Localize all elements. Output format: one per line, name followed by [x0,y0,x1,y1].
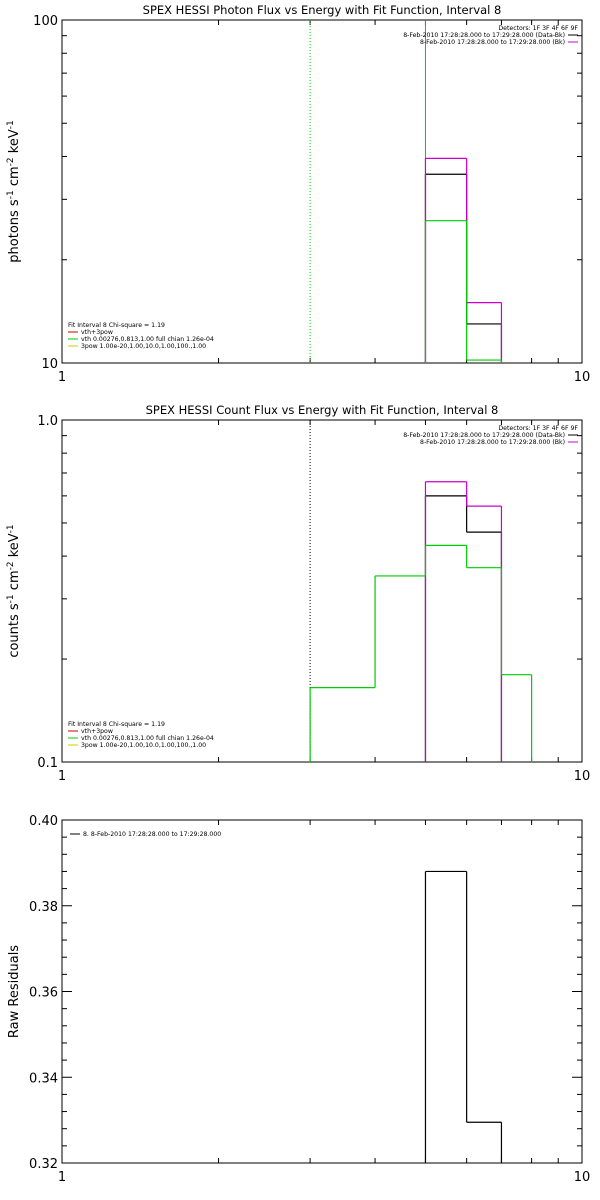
series-2 [424,157,503,363]
legend-entry: 8-Feb-2010 17:28:28.000 to 17:29:28.000 … [403,32,565,39]
legend-bottom-left: Fit Interval 8 Chi-square = 1.19vth+3pow… [68,721,214,749]
y-tick-label: 0.1 [37,756,58,771]
plot-frame [61,819,583,1164]
x-tick-label: 1 [58,370,66,385]
y-tick-label: 0.38 [29,900,58,915]
legend-header: Detectors: 1F 3F 4F 6F 9F [498,25,578,32]
x-tick-label: 10 [574,1170,591,1185]
legend-header: Detectors: 1F 3F 4F 6F 9F [498,425,578,432]
y-tick-label: 0.32 [29,1157,58,1172]
x-axis-ticks [61,20,583,363]
chart-panel-3: 1 10 0.32 0.34 0.36 0.38 0.40 Raw Residuals 8. 8… [7,814,590,1185]
series-2 [424,481,503,762]
legend-entry: 3pow 1.00e-20,1.00,10.0,1.00,100.,1.00 [81,343,206,350]
legend-entry: 8-Feb-2010 17:28:28.000 to 17:29:28.000 … [420,39,565,46]
chart-panel-1: SPEX HESSI Photon Flux vs Energy with Fi… [6,3,590,385]
series-1 [424,173,503,363]
legend-entry: 8-Feb-2010 17:28:28.000 to 17:29:28.000 … [420,439,565,446]
legend-entry: vth 0.00276,0.813,1.00 full chian 1.26e-… [81,735,214,742]
legend-fit-header: Fit Interval 8 Chi-square = 1.19 [68,721,165,728]
plot-area [309,420,533,762]
x-axis-ticks [61,420,583,762]
y-tick-label: 100 [33,14,58,29]
chart-title: SPEX HESSI Photon Flux vs Energy with Fi… [143,3,502,17]
chart-title: SPEX HESSI Count Flux vs Energy with Fit… [146,403,499,417]
x-tick-label: 1 [58,769,66,784]
y-tick-label: 0.36 [29,986,58,1001]
legend-fit-header: Fit Interval 8 Chi-square = 1.19 [68,322,165,329]
x-tick-label: 10 [574,370,591,385]
legend-top-right: Detectors: 1F 3F 4F 6F 9F8-Feb-2010 17:2… [403,425,578,446]
legend-entry: vth 0.00276,0.813,1.00 full chian 1.26e-… [81,336,214,343]
plot-frame [61,419,583,763]
legend-entry: 8-Feb-2010 17:28:28.000 to 17:29:28.000 … [403,432,565,439]
y-axis-ticks [62,19,582,364]
y-axis-ticks [62,819,582,1164]
series-1 [424,495,503,762]
y-tick-label: 0.40 [29,814,58,829]
legend-bottom-left: Fit Interval 8 Chi-square = 1.19vth+3pow… [68,322,214,350]
plot-frame [61,19,583,364]
series-3 [424,220,503,363]
legend-entry: vth+3pow [81,728,113,735]
series-1 [424,870,503,1163]
plot-area [309,20,503,363]
legend-entry: 8. 8-Feb-2010 17:28:28.000 to 17:29:28.0… [83,831,221,838]
legend-entry: vth+3pow [81,329,113,336]
series-3 [309,544,533,762]
x-tick-label: 10 [574,769,591,784]
y-axis-label: photons s-1 cm-2 keV-1 [6,120,22,262]
legend-entry: 3pow 1.00e-20,1.00,10.0,1.00,100.,1.00 [81,742,206,749]
legend-top-left: 8. 8-Feb-2010 17:28:28.000 to 17:29:28.0… [70,831,221,838]
y-axis-label: Raw Residuals [7,945,22,1038]
plot-area [424,870,503,1163]
y-axis-ticks [62,419,582,763]
chart-panel-2: SPEX HESSI Count Flux vs Energy with Fit… [6,403,590,784]
y-tick-label: 10 [41,357,58,372]
legend-top-right: Detectors: 1F 3F 4F 6F 9F8-Feb-2010 17:2… [403,25,578,46]
y-tick-label: 1.0 [37,414,58,429]
y-tick-label: 0.34 [29,1071,58,1086]
x-axis-ticks [61,820,583,1163]
x-tick-label: 1 [58,1170,66,1185]
y-axis-label: counts s-1 cm-2 keV-1 [6,524,22,657]
